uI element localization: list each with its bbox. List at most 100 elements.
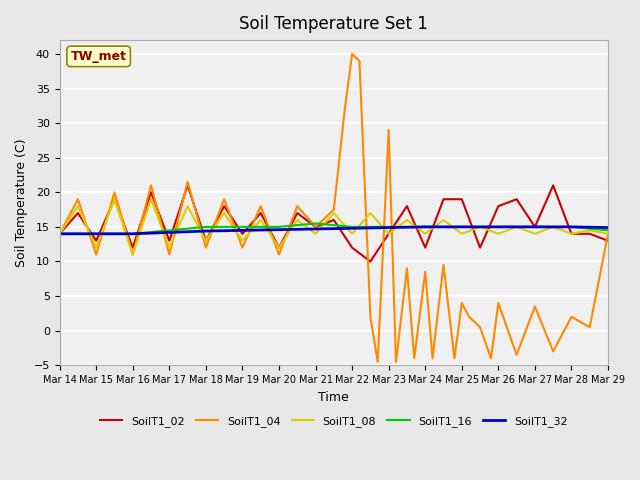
SoilT1_04 <box>586 324 593 330</box>
SoilT1_32 <box>166 229 173 235</box>
SoilT1_16 <box>348 224 356 230</box>
SoilT1_04 <box>458 300 466 306</box>
SoilT1_16 <box>568 224 575 230</box>
SoilT1_16 <box>56 231 63 237</box>
SoilT1_04 <box>239 245 246 251</box>
SoilT1_04 <box>604 231 612 237</box>
SoilT1_02 <box>56 231 63 237</box>
SoilT1_02 <box>476 245 484 251</box>
SoilT1_02 <box>129 245 136 251</box>
SoilT1_02 <box>312 224 319 230</box>
SoilT1_02 <box>458 196 466 202</box>
SoilT1_08 <box>166 245 173 251</box>
SoilT1_16 <box>495 224 502 230</box>
SoilT1_16 <box>275 224 283 230</box>
SoilT1_04 <box>465 314 473 320</box>
SoilT1_32 <box>348 226 356 231</box>
SoilT1_32 <box>275 227 283 232</box>
SoilT1_16 <box>421 224 429 230</box>
SoilT1_02 <box>147 190 155 195</box>
SoilT1_08 <box>586 228 593 233</box>
SoilT1_04 <box>275 252 283 257</box>
SoilT1_08 <box>74 203 82 209</box>
X-axis label: Time: Time <box>319 391 349 404</box>
SoilT1_04 <box>568 314 575 320</box>
SoilT1_02 <box>220 203 228 209</box>
SoilT1_04 <box>356 58 364 64</box>
Line: SoilT1_16: SoilT1_16 <box>60 223 608 234</box>
SoilT1_04 <box>367 314 374 320</box>
SoilT1_02 <box>568 231 575 237</box>
SoilT1_08 <box>604 231 612 237</box>
SoilT1_08 <box>568 231 575 237</box>
SoilT1_08 <box>348 231 356 237</box>
SoilT1_08 <box>239 238 246 244</box>
SoilT1_02 <box>385 231 392 237</box>
SoilT1_08 <box>385 231 392 237</box>
SoilT1_08 <box>403 217 411 223</box>
SoilT1_08 <box>257 217 264 223</box>
Title: Soil Temperature Set 1: Soil Temperature Set 1 <box>239 15 428 33</box>
SoilT1_02 <box>275 245 283 251</box>
SoilT1_04 <box>385 127 392 133</box>
Text: TW_met: TW_met <box>70 50 127 63</box>
SoilT1_04 <box>293 203 301 209</box>
SoilT1_08 <box>458 231 466 237</box>
SoilT1_02 <box>549 182 557 188</box>
SoilT1_04 <box>348 51 356 57</box>
SoilT1_02 <box>604 238 612 244</box>
Legend: SoilT1_02, SoilT1_04, SoilT1_08, SoilT1_16, SoilT1_32: SoilT1_02, SoilT1_04, SoilT1_08, SoilT1_… <box>95 411 572 431</box>
SoilT1_04 <box>257 203 264 209</box>
SoilT1_08 <box>330 210 338 216</box>
SoilT1_02 <box>586 231 593 237</box>
SoilT1_02 <box>239 231 246 237</box>
SoilT1_02 <box>111 196 118 202</box>
SoilT1_08 <box>202 238 210 244</box>
SoilT1_16 <box>531 224 539 230</box>
SoilT1_16 <box>129 231 136 237</box>
SoilT1_04 <box>330 207 338 213</box>
SoilT1_04 <box>74 196 82 202</box>
SoilT1_04 <box>421 269 429 275</box>
SoilT1_04 <box>429 356 436 361</box>
SoilT1_04 <box>92 252 100 257</box>
SoilT1_08 <box>495 231 502 237</box>
SoilT1_04 <box>111 190 118 195</box>
SoilT1_08 <box>312 231 319 237</box>
SoilT1_02 <box>513 196 520 202</box>
SoilT1_04 <box>392 359 400 365</box>
SoilT1_04 <box>374 359 381 365</box>
SoilT1_16 <box>166 228 173 233</box>
SoilT1_02 <box>92 238 100 244</box>
SoilT1_16 <box>385 224 392 230</box>
SoilT1_04 <box>440 262 447 268</box>
SoilT1_04 <box>495 300 502 306</box>
SoilT1_04 <box>513 352 520 358</box>
SoilT1_04 <box>487 356 495 361</box>
Y-axis label: Soil Temperature (C): Soil Temperature (C) <box>15 138 28 267</box>
SoilT1_32 <box>385 225 392 230</box>
SoilT1_04 <box>129 252 136 257</box>
SoilT1_04 <box>403 265 411 271</box>
SoilT1_32 <box>92 231 100 237</box>
SoilT1_32 <box>568 224 575 230</box>
Line: SoilT1_02: SoilT1_02 <box>60 185 608 262</box>
SoilT1_04 <box>166 252 173 257</box>
SoilT1_08 <box>275 245 283 251</box>
SoilT1_32 <box>458 224 466 230</box>
Line: SoilT1_32: SoilT1_32 <box>60 227 608 234</box>
SoilT1_02 <box>421 245 429 251</box>
SoilT1_08 <box>367 210 374 216</box>
SoilT1_32 <box>495 224 502 230</box>
SoilT1_02 <box>348 245 356 251</box>
SoilT1_04 <box>531 303 539 309</box>
SoilT1_32 <box>56 231 63 237</box>
SoilT1_32 <box>421 224 429 230</box>
SoilT1_08 <box>293 217 301 223</box>
SoilT1_04 <box>202 245 210 251</box>
SoilT1_08 <box>531 231 539 237</box>
SoilT1_08 <box>92 245 100 251</box>
SoilT1_04 <box>341 107 349 112</box>
SoilT1_04 <box>476 324 484 330</box>
SoilT1_08 <box>476 224 484 230</box>
